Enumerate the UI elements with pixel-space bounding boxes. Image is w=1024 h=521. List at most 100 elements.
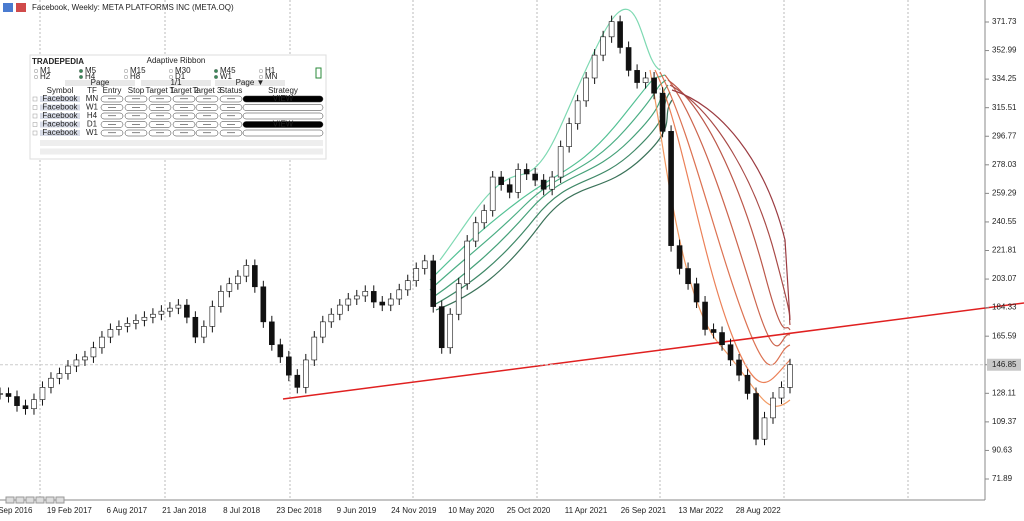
candle-body bbox=[260, 286, 267, 323]
timeframe-radio[interactable] bbox=[123, 74, 129, 80]
value-cell bbox=[195, 129, 219, 137]
value-cell bbox=[195, 104, 219, 111]
candle-body bbox=[727, 344, 734, 361]
candle-body bbox=[235, 275, 241, 285]
candle-body bbox=[472, 222, 479, 242]
toggle[interactable] bbox=[315, 67, 322, 79]
timeframe-radio[interactable] bbox=[213, 74, 219, 80]
table-header: Target 1 bbox=[146, 86, 175, 95]
candle-body bbox=[303, 359, 309, 388]
row-checkbox[interactable] bbox=[32, 96, 38, 102]
candle-body bbox=[39, 387, 46, 400]
candle-body bbox=[421, 260, 428, 269]
strategy-button[interactable] bbox=[242, 121, 324, 128]
panel-title: Adaptive Ribbon bbox=[147, 56, 206, 65]
time-label: 25 Oct 2020 bbox=[507, 506, 551, 515]
timeframe: D1 bbox=[87, 120, 98, 129]
candle-body bbox=[252, 265, 258, 288]
candle-body bbox=[617, 21, 623, 48]
price-tick-label: 203.07 bbox=[992, 274, 1017, 283]
empty-value: — bbox=[156, 94, 164, 103]
value-cell bbox=[124, 112, 148, 120]
empty-value: — bbox=[132, 120, 140, 129]
timeframe-label: M15 bbox=[130, 66, 146, 75]
candle-body bbox=[532, 173, 538, 181]
ribbon-panel: TRADEPEDIA Adaptive Ribbon M1 M5 M15 M30 M45 H1… bbox=[29, 54, 327, 160]
candle-body bbox=[634, 70, 640, 83]
empty-row bbox=[40, 140, 323, 146]
candle-body bbox=[370, 291, 377, 303]
price-tick-label: 352.99 bbox=[992, 46, 1017, 55]
timeframe-radio[interactable] bbox=[258, 68, 264, 74]
candle-body bbox=[387, 298, 394, 306]
row-checkbox[interactable] bbox=[32, 130, 38, 136]
strategy-label: VIEW bbox=[273, 120, 294, 129]
time-label: 13 Mar 2022 bbox=[678, 506, 723, 515]
table-header: Target 3 bbox=[193, 86, 222, 95]
candle-body bbox=[438, 306, 445, 349]
candle-body bbox=[702, 301, 708, 330]
value-cell bbox=[219, 104, 243, 111]
candle-body bbox=[608, 21, 615, 38]
candle-body bbox=[676, 245, 683, 269]
price-tick-label: 296.77 bbox=[992, 131, 1017, 140]
time-label: 28 Aug 2022 bbox=[736, 506, 781, 515]
candle-body bbox=[481, 210, 487, 224]
strategy-label: VIEW bbox=[273, 94, 294, 103]
timeframe-radio[interactable] bbox=[33, 74, 39, 80]
timeframe-radio[interactable] bbox=[78, 74, 84, 80]
value-cell bbox=[100, 95, 124, 103]
timeframe-radio[interactable] bbox=[213, 68, 219, 74]
trend-line bbox=[282, 302, 1024, 400]
empty-value: — bbox=[108, 120, 116, 129]
empty-value: — bbox=[180, 111, 188, 120]
empty-value: — bbox=[227, 128, 235, 137]
candle-body bbox=[90, 347, 97, 358]
candle-body bbox=[625, 47, 632, 71]
candle-body bbox=[489, 176, 496, 211]
time-label: 9 Jun 2019 bbox=[337, 506, 377, 515]
empty-value: — bbox=[108, 111, 116, 120]
row-checkbox[interactable] bbox=[32, 122, 38, 127]
pager-cell[interactable] bbox=[65, 80, 135, 86]
empty-value: — bbox=[156, 111, 164, 120]
candle-body bbox=[404, 280, 411, 291]
value-cell bbox=[148, 129, 172, 137]
empty-value: — bbox=[203, 120, 211, 129]
timeframe-radio[interactable] bbox=[123, 68, 129, 74]
value-cell bbox=[195, 121, 219, 128]
value-cell bbox=[124, 95, 148, 103]
value-cell bbox=[148, 104, 172, 111]
pager-cell[interactable] bbox=[215, 80, 285, 86]
row-checkbox[interactable] bbox=[32, 113, 38, 119]
timeframe-radio[interactable] bbox=[33, 68, 39, 74]
candle-body bbox=[498, 176, 504, 185]
candle-body bbox=[583, 77, 589, 102]
candle-body bbox=[184, 304, 190, 318]
empty-value: — bbox=[227, 94, 235, 103]
time-label: 24 Nov 2019 bbox=[391, 506, 437, 515]
value-cell bbox=[100, 112, 124, 120]
price-tick-label: 315.51 bbox=[992, 103, 1017, 112]
empty-value: — bbox=[180, 103, 188, 112]
timeframe-radio[interactable] bbox=[168, 74, 174, 80]
timeframe-radio[interactable] bbox=[258, 74, 264, 80]
price-tick-label: 71.89 bbox=[992, 474, 1013, 483]
timeframe: W1 bbox=[86, 128, 99, 137]
strategy-button bbox=[242, 104, 324, 111]
candle-body bbox=[294, 374, 301, 388]
timeframe-radio[interactable] bbox=[78, 68, 84, 74]
timeframe-radio[interactable] bbox=[168, 68, 174, 74]
candle-body bbox=[141, 316, 148, 321]
icon bbox=[3, 3, 13, 12]
value-cell bbox=[148, 121, 172, 128]
table-header: Symbol bbox=[47, 86, 74, 95]
strategy-button[interactable] bbox=[242, 95, 324, 103]
candle-body bbox=[0, 393, 3, 395]
symbol: Facebook bbox=[42, 94, 78, 103]
candle-body bbox=[685, 268, 691, 285]
pager-label: Page bbox=[91, 78, 110, 87]
candle-body bbox=[175, 304, 182, 309]
empty-row bbox=[40, 148, 323, 155]
row-checkbox[interactable] bbox=[32, 105, 38, 110]
